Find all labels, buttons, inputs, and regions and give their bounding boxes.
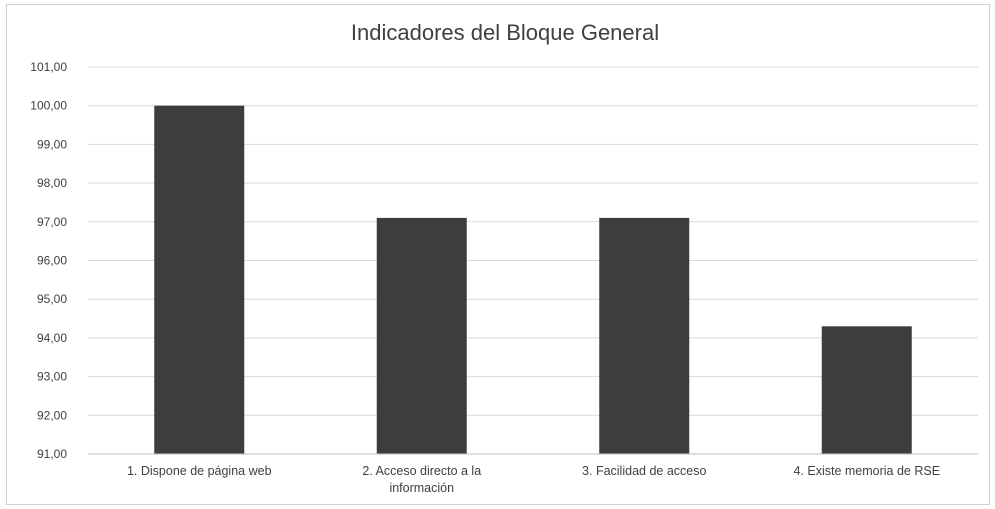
x-tick-label: 2. Acceso directo a la (362, 464, 481, 478)
x-tick-label: información (389, 481, 454, 495)
x-tick-label: 4. Existe memoria de RSE (793, 464, 940, 478)
y-tick-label: 100,00 (30, 99, 67, 113)
y-tick-label: 94,00 (37, 331, 67, 345)
bar (154, 105, 245, 454)
y-tick-label: 98,00 (37, 176, 67, 190)
y-tick-label: 101,00 (30, 60, 67, 74)
y-tick-label: 91,00 (37, 447, 67, 461)
y-tick-label: 97,00 (37, 215, 67, 229)
y-tick-label: 96,00 (37, 254, 67, 268)
y-tick-label: 93,00 (37, 370, 67, 384)
x-tick-label: 3. Facilidad de acceso (582, 464, 706, 478)
y-axis-ticks: 91,00 92,00 93,00 94,00 95,00 96,00 97,00 98,00… (30, 60, 67, 461)
chart-title: Indicadores del Bloque General (351, 20, 659, 45)
bar (599, 217, 690, 454)
bars (154, 105, 912, 454)
y-tick-label: 95,00 (37, 292, 67, 306)
y-tick-label: 99,00 (37, 137, 67, 151)
x-tick-label: 1. Dispone de página web (127, 464, 272, 478)
bar (376, 217, 467, 454)
y-tick-label: 92,00 (37, 408, 67, 422)
bar (821, 326, 912, 454)
x-axis-labels: 1. Dispone de página web 2. Acceso direct… (127, 464, 940, 495)
